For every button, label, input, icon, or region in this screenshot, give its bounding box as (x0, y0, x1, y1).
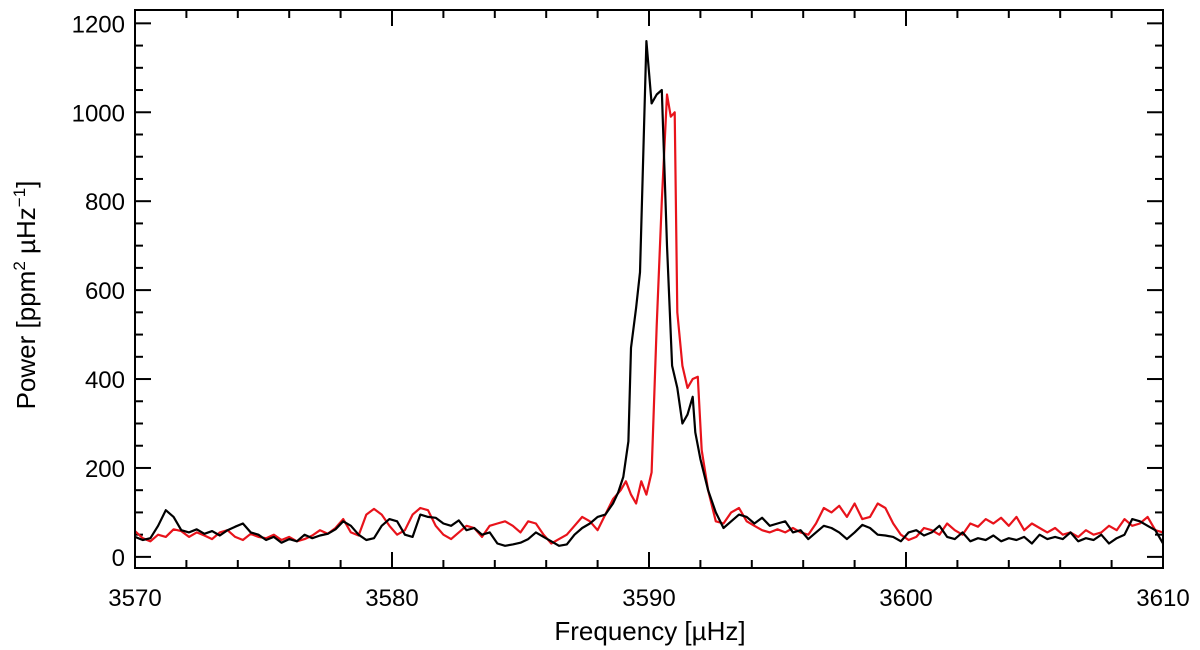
x-tick-label: 3580 (365, 585, 418, 612)
y-tick-label: 600 (85, 278, 125, 305)
series-layer (134, 40, 1164, 547)
y-axis-title-part3: ] (11, 181, 41, 188)
series-line-red (134, 93, 1164, 545)
y-axis-title: Power [ppm2 µHz−1] (10, 181, 41, 410)
axis-ticks (134, 10, 1164, 568)
series-line-black (134, 40, 1164, 547)
y-tick-label: 1000 (72, 100, 125, 127)
y-tick-label: 1200 (72, 11, 125, 38)
plot-frame (134, 9, 1164, 569)
y-axis-title-part2: µHz (11, 207, 41, 261)
x-tick-label: 3590 (622, 585, 675, 612)
x-tick-label: 3570 (108, 585, 161, 612)
y-tick-label: 400 (85, 367, 125, 394)
y-axis-title-sup2: −1 (10, 188, 29, 207)
y-tick-label: 200 (85, 456, 125, 483)
tick-labels: 3570 3580 3590 3600 3610 0 200 400 600 800 1000 120… (72, 11, 1190, 612)
y-tick-label: 0 (112, 545, 125, 572)
x-tick-label: 3600 (879, 585, 932, 612)
y-axis-title-part1: Power [ppm (11, 271, 41, 410)
y-axis-title-sup1: 2 (10, 261, 29, 270)
y-tick-label: 800 (85, 189, 125, 216)
x-tick-label: 3610 (1136, 585, 1189, 612)
x-axis-title: Frequency [µHz] (554, 616, 745, 646)
